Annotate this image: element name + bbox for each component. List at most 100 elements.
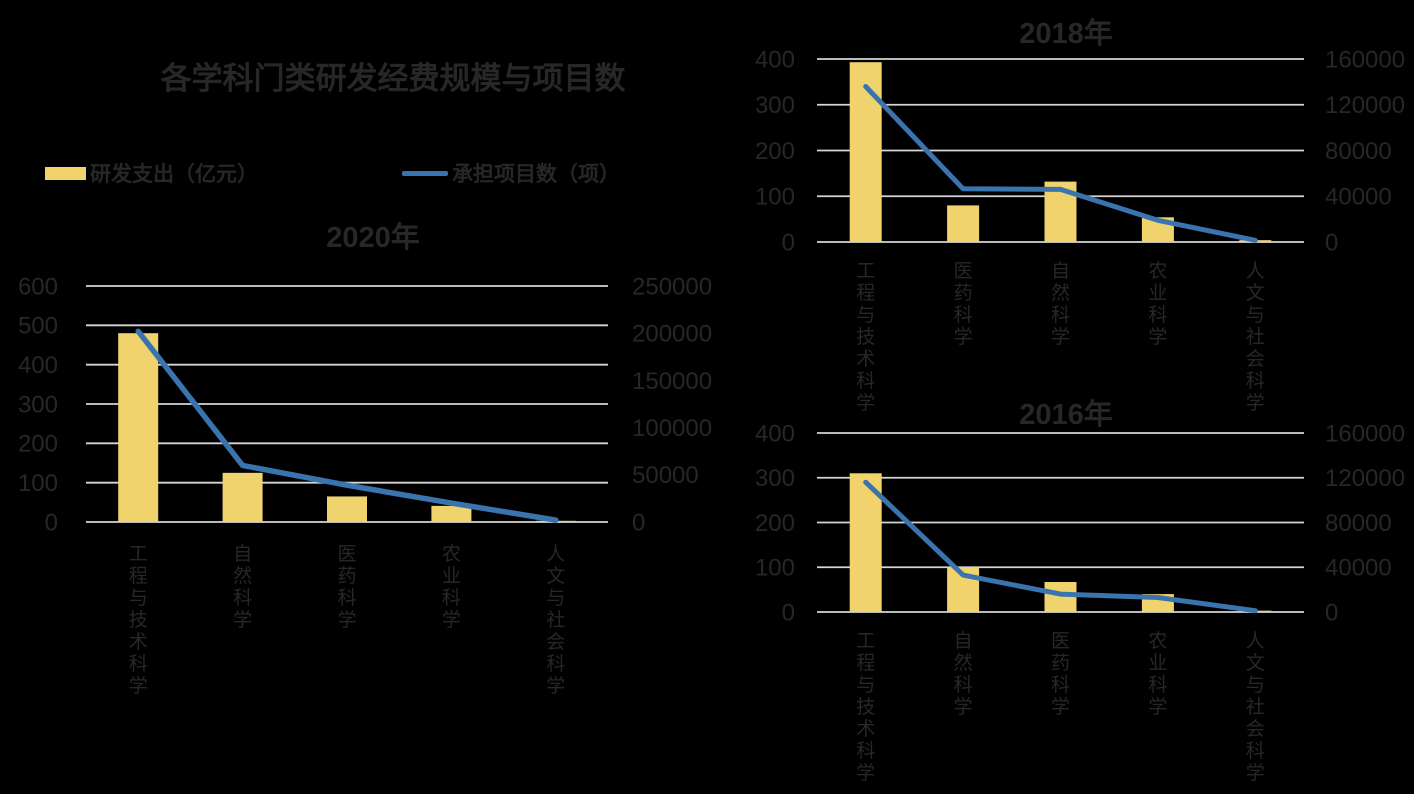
category-label-char: 科 bbox=[954, 674, 973, 696]
category-label-char: 业 bbox=[442, 565, 461, 587]
left-axis-tick-label: 600 bbox=[18, 273, 58, 300]
category-label-char: 然 bbox=[1051, 282, 1070, 304]
category-label-char: 与 bbox=[856, 674, 875, 696]
category-label-char: 与 bbox=[1246, 674, 1265, 696]
left-axis-tick-label: 100 bbox=[755, 184, 795, 211]
category-label-char: 学 bbox=[442, 609, 461, 631]
chart-svg: 0 100 200 300 400 500 600 250000 200000 150000 100… bbox=[18, 220, 712, 697]
left-axis-tick-label: 500 bbox=[18, 313, 58, 340]
category-label-char: 学 bbox=[954, 326, 973, 348]
category-label-char: 科 bbox=[233, 587, 252, 609]
category-label-char: 学 bbox=[337, 609, 356, 631]
category-label-char: 科 bbox=[1246, 740, 1265, 762]
category-label: 农业科学 bbox=[442, 543, 461, 631]
category-label-char: 科 bbox=[442, 587, 461, 609]
right-axis-tick-label: 80000 bbox=[1325, 138, 1392, 165]
left-axis-tick-label: 300 bbox=[755, 465, 795, 492]
right-axis-tick-label: 120000 bbox=[1325, 92, 1405, 119]
left-axis-tick-label: 0 bbox=[45, 509, 58, 536]
right-axis-tick-label: 150000 bbox=[632, 368, 712, 395]
category-label-char: 然 bbox=[233, 565, 252, 587]
category-label-char: 科 bbox=[1246, 370, 1265, 392]
category-label-char: 自 bbox=[954, 630, 973, 652]
category-label-char: 医 bbox=[954, 261, 973, 282]
category-label-char: 技 bbox=[856, 326, 875, 348]
category-label-char: 科 bbox=[546, 653, 565, 675]
category-label-char: 术 bbox=[129, 631, 148, 653]
category-label-char: 与 bbox=[1246, 304, 1265, 326]
legend-item-line: 承担项目数（项） bbox=[402, 160, 620, 186]
category-label: 自然科学 bbox=[954, 630, 973, 718]
category-label-char: 程 bbox=[856, 282, 875, 304]
right-axis-tick-label: 160000 bbox=[1325, 46, 1405, 73]
category-label-char: 科 bbox=[954, 304, 973, 326]
line-series bbox=[135, 328, 559, 523]
category-label-char: 学 bbox=[1148, 696, 1167, 718]
chart-2018: 0 100 200 300 400 160000 120000 80000 40000 0 2018… bbox=[755, 0, 1414, 430]
category-label-char: 业 bbox=[1148, 282, 1167, 304]
category-label-char: 会 bbox=[1246, 718, 1265, 740]
chart-svg: 0 100 200 300 400 160000 120000 80000 40000 0 2016… bbox=[755, 397, 1405, 784]
line-series bbox=[863, 479, 1258, 614]
category-label: 农业科学 bbox=[1148, 260, 1167, 348]
legend-label-line: 承担项目数（项） bbox=[452, 163, 620, 186]
category-label: 工程与技术科学 bbox=[856, 261, 875, 414]
category-label-char: 科 bbox=[1051, 674, 1070, 696]
category-label-char: 学 bbox=[1148, 326, 1167, 348]
bar-swatch-icon bbox=[45, 166, 86, 180]
legend: 研发支出（亿元） 承担项目数（项） bbox=[0, 160, 760, 190]
right-axis-tick-label: 80000 bbox=[1325, 510, 1392, 537]
category-label-char: 技 bbox=[129, 609, 148, 631]
category-label-char: 自 bbox=[1051, 260, 1070, 282]
category-label-char: 学 bbox=[1246, 762, 1265, 784]
category-label-char: 学 bbox=[1051, 326, 1070, 348]
category-label-char: 科 bbox=[129, 653, 148, 675]
category-label-char: 人 bbox=[1246, 630, 1265, 652]
category-label-char: 学 bbox=[546, 675, 565, 697]
category-label-char: 术 bbox=[856, 718, 875, 740]
bar bbox=[222, 472, 263, 522]
right-axis-tick-label: 40000 bbox=[1325, 555, 1392, 582]
line-swatch-icon bbox=[402, 170, 448, 176]
category-label-char: 学 bbox=[856, 762, 875, 784]
category-label-char: 学 bbox=[954, 696, 973, 718]
bar bbox=[327, 496, 367, 522]
left-axis-tick-label: 300 bbox=[755, 92, 795, 119]
category-label-char: 术 bbox=[856, 348, 875, 370]
category-label-char: 科 bbox=[1148, 304, 1167, 326]
left-axis-tick-label: 400 bbox=[18, 352, 58, 379]
category-label-char: 人 bbox=[546, 543, 565, 565]
left-axis-tick-label: 300 bbox=[18, 391, 58, 418]
category-label: 人文与社会科学 bbox=[1246, 260, 1265, 414]
category-label: 医药科学 bbox=[954, 261, 973, 348]
category-label-char: 学 bbox=[856, 392, 875, 414]
chart-title: 2018年 bbox=[1019, 16, 1113, 50]
category-label-char: 学 bbox=[1246, 392, 1265, 414]
category-label-char: 农 bbox=[1148, 630, 1167, 652]
right-axis-tick-label: 40000 bbox=[1325, 184, 1392, 211]
category-label-char: 会 bbox=[1246, 348, 1265, 370]
category-label-char: 文 bbox=[1246, 652, 1265, 674]
right-axis-tick-label: 120000 bbox=[1325, 465, 1405, 492]
category-label: 农业科学 bbox=[1148, 630, 1167, 718]
right-axis-tick-label: 0 bbox=[1325, 229, 1338, 256]
bar bbox=[118, 333, 159, 522]
category-label-char: 社 bbox=[1246, 696, 1265, 718]
category-label-char: 医 bbox=[337, 544, 356, 565]
left-axis-tick-label: 0 bbox=[782, 599, 795, 626]
right-axis-tick-label: 160000 bbox=[1325, 420, 1405, 447]
category-label: 医药科学 bbox=[337, 544, 356, 631]
category-label: 工程与技术科学 bbox=[129, 544, 148, 697]
right-axis-tick-label: 0 bbox=[632, 509, 645, 536]
chart-title: 2016年 bbox=[1019, 397, 1113, 431]
category-label: 人文与社会科学 bbox=[1246, 630, 1265, 784]
chart-title: 2020年 bbox=[326, 220, 420, 254]
category-label-char: 学 bbox=[1051, 696, 1070, 718]
category-label-char: 药 bbox=[954, 282, 973, 304]
category-label-char: 科 bbox=[1051, 304, 1070, 326]
bar bbox=[849, 62, 882, 242]
chart-2016: 0 100 200 300 400 160000 120000 80000 40000 0 2016… bbox=[755, 385, 1414, 794]
left-axis-tick-label: 200 bbox=[755, 510, 795, 537]
category-label-char: 学 bbox=[233, 609, 252, 631]
